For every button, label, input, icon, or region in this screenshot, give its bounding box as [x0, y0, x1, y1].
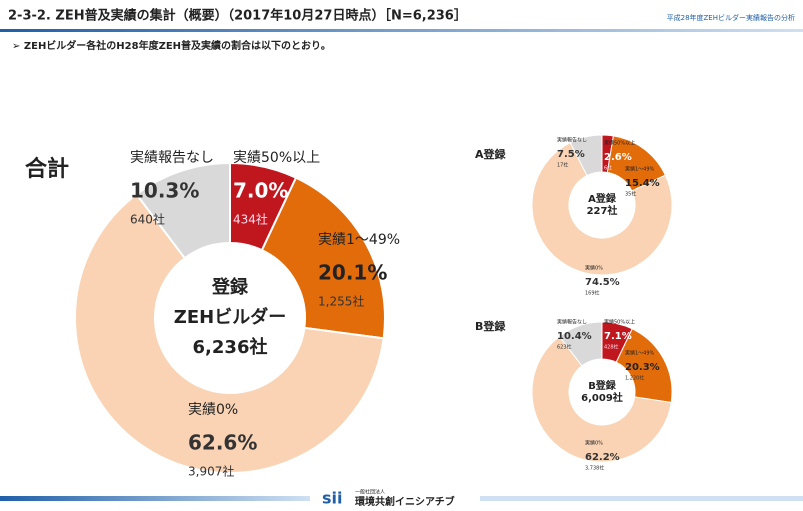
count-label: 17社	[557, 162, 568, 169]
chart-title: A登録	[475, 147, 507, 161]
donut-slice	[531, 141, 673, 276]
value-label: 2.6%	[604, 152, 632, 163]
value-label: 7.0%	[233, 179, 288, 203]
center-label: B登録	[588, 379, 617, 392]
category-label: 実績0%	[585, 265, 603, 272]
count-label: 169社	[585, 290, 600, 297]
donut-slice	[74, 192, 385, 474]
category-label: 実績0%	[188, 402, 238, 418]
value-label: 15.4%	[625, 178, 660, 189]
count-label: 434社	[233, 212, 268, 227]
footer-logo: sii	[322, 489, 343, 508]
count-label: 35社	[625, 191, 636, 198]
value-label: 20.1%	[318, 261, 387, 285]
center-label: 6,236社	[193, 336, 268, 358]
center-label: 227社	[587, 204, 618, 217]
count-label: 623社	[557, 344, 572, 351]
count-label: 3,907社	[188, 464, 234, 479]
count-label: 428社	[604, 344, 619, 351]
value-label: 7.5%	[557, 149, 585, 160]
footer-rule	[480, 496, 803, 501]
slide-title: 2-3-2. ZEH普及実績の集計（概要）（2017年10月27日時点）［N=6…	[8, 8, 467, 24]
donut-slice	[569, 134, 603, 177]
category-label: 実績50%以上	[233, 150, 320, 166]
chart-title: B登録	[475, 319, 506, 333]
count-label: 6社	[604, 165, 612, 172]
value-label: 74.5%	[585, 277, 620, 288]
value-label: 7.1%	[604, 331, 632, 342]
category-label: 実績1～49%	[625, 166, 655, 173]
count-label: 3,738社	[585, 465, 604, 472]
footer-org-type: 一般社団法人	[355, 489, 385, 496]
donut-slice	[531, 335, 672, 463]
value-label: 62.2%	[585, 452, 620, 463]
category-label: 実績1～49%	[625, 350, 655, 357]
value-label: 20.3%	[625, 362, 660, 373]
value-label: 62.6%	[188, 431, 257, 455]
header-note: 平成28年度ZEHビルダー実績報告の分析	[667, 13, 795, 22]
count-label: 640社	[130, 212, 165, 227]
center-label: 登録	[211, 276, 249, 298]
count-label: 1,255社	[318, 294, 364, 309]
center-label: A登録	[588, 192, 617, 205]
category-label: 実績報告なし	[130, 150, 214, 166]
donut-slice	[558, 321, 603, 367]
value-label: 10.3%	[130, 179, 199, 203]
center-label: 6,009社	[581, 391, 623, 404]
value-label: 10.4%	[557, 331, 592, 342]
center-label: ZEHビルダー	[174, 306, 286, 328]
count-label: 1,220社	[625, 375, 644, 382]
category-label: 実績50%以上	[604, 140, 635, 147]
subtitle: ➢ ZEHビルダー各社のH28年度ZEH普及実績の割合は以下のとおり。	[12, 39, 331, 52]
header-rule	[0, 29, 803, 32]
footer-rule	[0, 496, 310, 501]
donut-slice	[135, 161, 231, 260]
category-label: 実績報告なし	[557, 137, 587, 144]
category-label: 実績1～49%	[318, 232, 400, 248]
category-label: 実績50%以上	[604, 319, 635, 326]
category-label: 実績0%	[585, 440, 603, 447]
chart-title: 合計	[25, 156, 69, 182]
category-label: 実績報告なし	[557, 319, 587, 326]
charts: 合計 実績50%以上7.0%434社実績1～49%20.1%1,255社実績0%6…	[25, 134, 673, 479]
footer-org: 環境共創イニシアチブ	[355, 495, 455, 508]
donut-slice	[260, 176, 386, 340]
